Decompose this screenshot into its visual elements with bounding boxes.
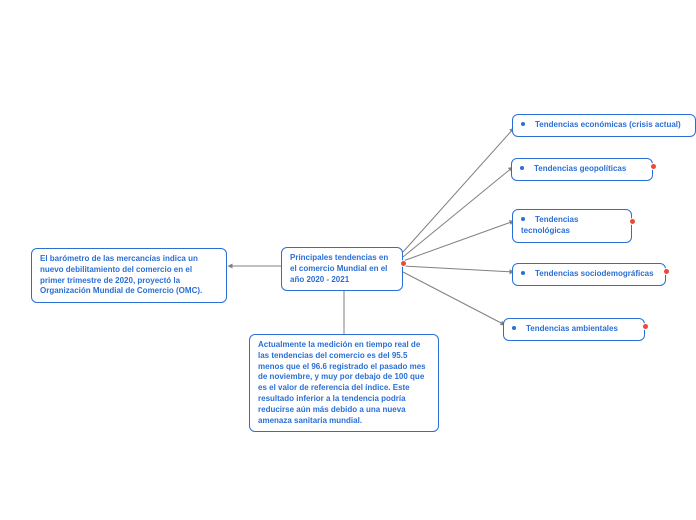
node-label: Tendencias sociodemográficas	[535, 269, 654, 278]
node-label: Tendencias tecnológicas	[521, 215, 578, 235]
expand-dot[interactable]	[650, 163, 657, 170]
edge	[403, 266, 514, 272]
expand-dot[interactable]	[642, 323, 649, 330]
node-t5[interactable]: Tendencias ambientales	[503, 318, 645, 341]
edge	[403, 167, 513, 257]
bullet-icon	[521, 271, 525, 275]
edge	[403, 272, 505, 325]
expand-dot[interactable]	[663, 268, 670, 275]
node-label: Principales tendencias en el comercio Mu…	[290, 253, 388, 284]
node-t4[interactable]: Tendencias sociodemográficas	[512, 263, 666, 286]
expand-dot[interactable]	[629, 218, 636, 225]
node-bottom[interactable]: Actualmente la medición en tiempo real d…	[249, 334, 439, 432]
edge	[403, 128, 514, 252]
node-label: El barómetro de las mercancías indica un…	[40, 254, 202, 295]
bullet-icon	[512, 326, 516, 330]
bullet-icon	[520, 166, 524, 170]
node-central[interactable]: Principales tendencias en el comercio Mu…	[281, 247, 403, 291]
node-t3[interactable]: Tendencias tecnológicas	[512, 209, 632, 243]
node-left[interactable]: El barómetro de las mercancías indica un…	[31, 248, 227, 303]
expand-dot[interactable]	[400, 260, 407, 267]
node-t1[interactable]: Tendencias económicas (crisis actual)	[512, 114, 696, 137]
node-label: Tendencias ambientales	[526, 324, 618, 333]
node-label: Tendencias económicas (crisis actual)	[535, 120, 681, 129]
bullet-icon	[521, 217, 525, 221]
node-label: Tendencias geopolíticas	[534, 164, 626, 173]
node-label: Actualmente la medición en tiempo real d…	[258, 340, 426, 425]
node-t2[interactable]: Tendencias geopolíticas	[511, 158, 653, 181]
edge	[403, 221, 514, 261]
bullet-icon	[521, 122, 525, 126]
